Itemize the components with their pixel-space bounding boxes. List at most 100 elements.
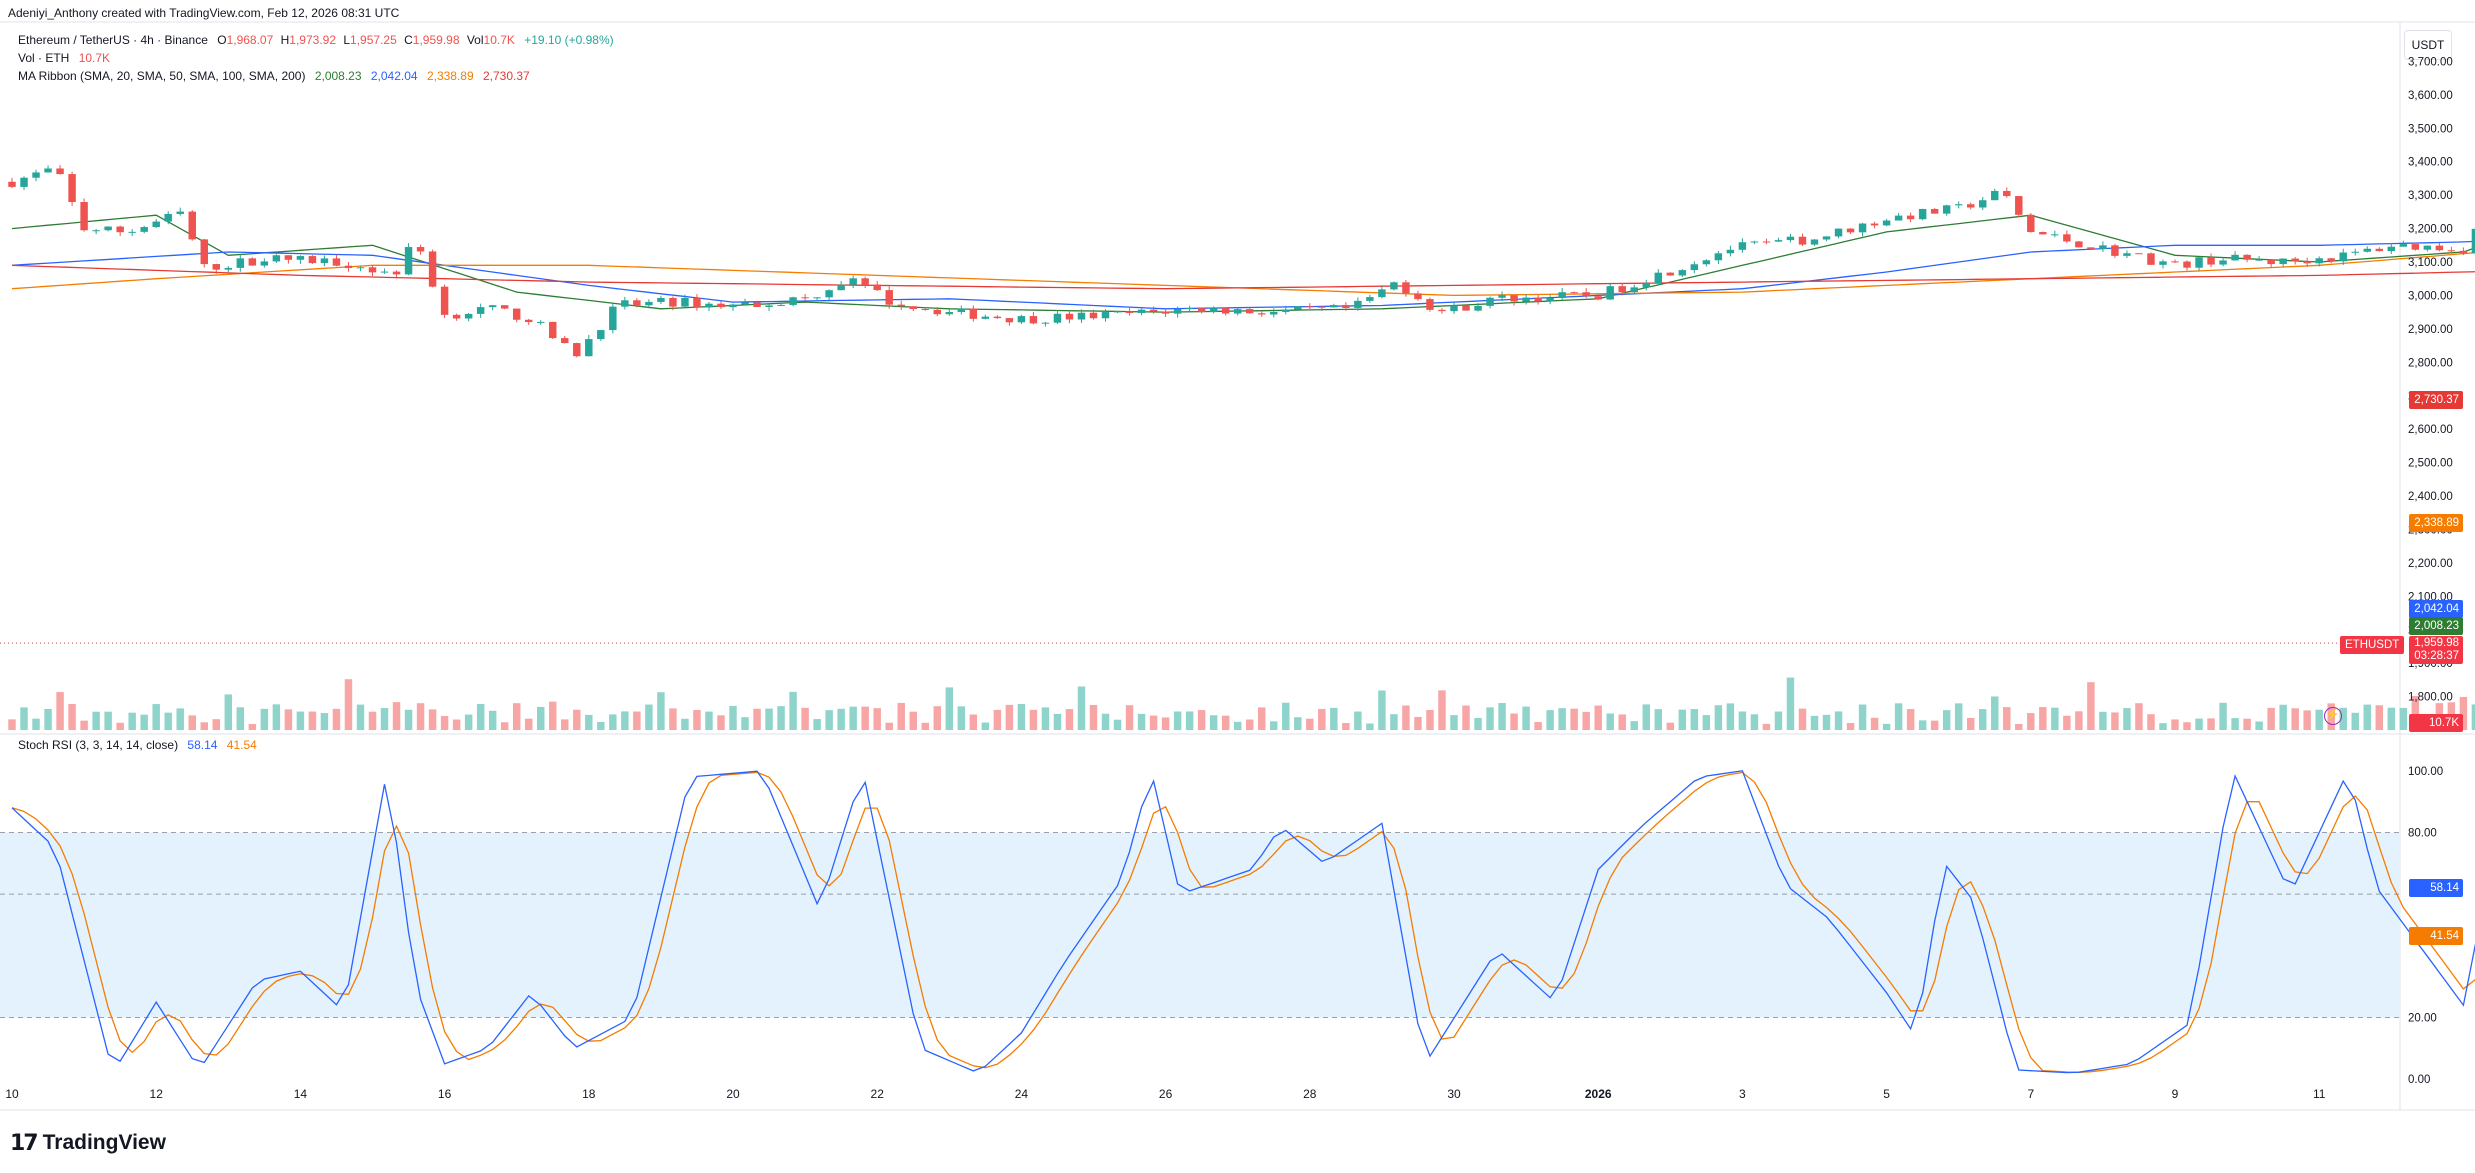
candle-body: [2195, 257, 2203, 268]
candle-body: [2063, 234, 2071, 242]
symbol-title[interactable]: Ethereum / TetherUS · 4h · Binance: [18, 33, 208, 47]
volume-bar: [332, 708, 341, 730]
candle-body: [2399, 244, 2408, 247]
ma20-price-tag: 2,008.23: [2409, 617, 2463, 635]
candle-body: [933, 309, 942, 315]
volume-bar: [1810, 715, 1819, 730]
last-price-tag: 1,959.98 03:28:37: [2409, 636, 2463, 664]
lightning-button[interactable]: ⚡: [2324, 707, 2342, 725]
bar-countdown: 03:28:37: [2414, 650, 2459, 662]
candle-body: [1870, 223, 1879, 226]
time-tick-label: 5: [1883, 1087, 1890, 1101]
candle-body: [488, 305, 497, 308]
volume-bar: [1678, 709, 1687, 730]
volume-bar: [2207, 718, 2215, 730]
volume-bar: [1282, 702, 1290, 730]
candles: [8, 165, 2475, 358]
candle-body: [1678, 270, 1687, 276]
candle-body: [1306, 306, 1314, 308]
stoch-rsi-label[interactable]: Stoch RSI (3, 3, 14, 14, close): [18, 738, 179, 752]
symbol-legend[interactable]: Ethereum / TetherUS · 4h · Binance O1,96…: [18, 33, 614, 47]
volume-bar: [2003, 707, 2011, 730]
candle-body: [669, 297, 677, 307]
candle-body: [512, 308, 521, 320]
volume-bar: [392, 702, 401, 730]
volume-value: 10.7K: [483, 33, 515, 47]
candle-body: [2255, 259, 2263, 261]
candle-body: [1594, 296, 1602, 300]
candle-body: [1330, 305, 1338, 308]
candle-body: [1053, 313, 1062, 323]
volume-bar: [753, 708, 761, 730]
candle-body: [380, 271, 389, 273]
lightning-icon: ⚡: [2326, 709, 2340, 721]
price-tick-label: 3,300.00: [2408, 190, 2453, 202]
volume-bar: [1498, 703, 1506, 730]
candle-body: [549, 321, 557, 339]
candle-body: [2243, 254, 2251, 260]
ma-ribbon-label[interactable]: MA Ribbon (SMA, 20, SMA, 50, SMA, 100, S…: [18, 69, 306, 83]
candle-body: [1282, 309, 1290, 312]
candle-body: [2267, 259, 2275, 265]
candle-body: [20, 177, 28, 187]
volume-bar: [2195, 718, 2203, 730]
price-tick-label: 2,400.00: [2408, 491, 2453, 503]
volume-legend-label[interactable]: Vol · ETH: [18, 51, 70, 65]
volume-bar: [1125, 705, 1134, 730]
volume-bar: [2111, 712, 2119, 730]
price-tick-label: 3,400.00: [2408, 157, 2453, 169]
candle-body: [789, 297, 797, 305]
candle-body: [1534, 297, 1542, 302]
volume-tag: 10.7K: [2409, 714, 2463, 732]
candle-body: [332, 258, 341, 266]
volume-bar: [2051, 707, 2059, 730]
volume-bar: [1834, 711, 1843, 730]
volume-bar: [1594, 705, 1602, 730]
currency-button[interactable]: USDT: [2404, 30, 2452, 60]
rsi-tick-label: 100.00: [2408, 766, 2443, 778]
candle-body: [1666, 272, 1675, 276]
candle-body: [1245, 309, 1254, 314]
candle-body: [2099, 245, 2107, 249]
candle-body: [1149, 309, 1158, 312]
volume-bar: [2159, 723, 2167, 730]
price-tick-label: 1,800.00: [2408, 692, 2453, 704]
candle-body: [1882, 220, 1891, 226]
volume-bar: [260, 708, 269, 730]
ma-ribbon-legend[interactable]: MA Ribbon (SMA, 20, SMA, 50, SMA, 100, S…: [18, 69, 530, 83]
volume-bar: [1606, 713, 1614, 730]
stoch-rsi-legend[interactable]: Stoch RSI (3, 3, 14, 14, close) 58.14 41…: [18, 738, 257, 752]
rsi-k-tag: 58.14: [2409, 879, 2463, 897]
candle-body: [104, 226, 112, 231]
candle-body: [1077, 312, 1086, 320]
volume-bar: [152, 704, 160, 730]
volume-bar: [945, 687, 954, 730]
candle-body: [597, 330, 605, 340]
rsi-tick-label: 0.00: [2408, 1074, 2430, 1086]
volume-legend[interactable]: Vol · ETH 10.7K: [18, 51, 110, 65]
volume-bar: [2291, 708, 2299, 730]
volume-bar: [320, 713, 329, 730]
volume-bar: [861, 706, 869, 730]
candle-body: [2387, 246, 2396, 252]
volume-bar: [1065, 709, 1074, 730]
candle-body: [945, 312, 954, 315]
tradingview-logo[interactable]: 17 TradingView: [10, 1128, 166, 1158]
ohlc-close: 1,959.98: [412, 33, 460, 47]
candle-body: [2051, 234, 2059, 236]
candle-body: [440, 286, 449, 315]
candle-body: [2231, 254, 2239, 261]
candle-body: [2207, 257, 2215, 265]
candle-body: [164, 213, 172, 222]
currency-button-label[interactable]: USDT: [2411, 38, 2445, 52]
ohlc-high-label: H: [280, 33, 290, 47]
volume-bar: [1942, 710, 1951, 730]
candle-body: [1113, 311, 1122, 313]
ohlc-low-label: L: [343, 33, 351, 47]
candle-body: [32, 172, 40, 178]
candle-body: [200, 239, 208, 265]
volume-bar: [1450, 715, 1458, 730]
volume-bar: [825, 710, 833, 730]
volume-bar: [1378, 690, 1386, 730]
